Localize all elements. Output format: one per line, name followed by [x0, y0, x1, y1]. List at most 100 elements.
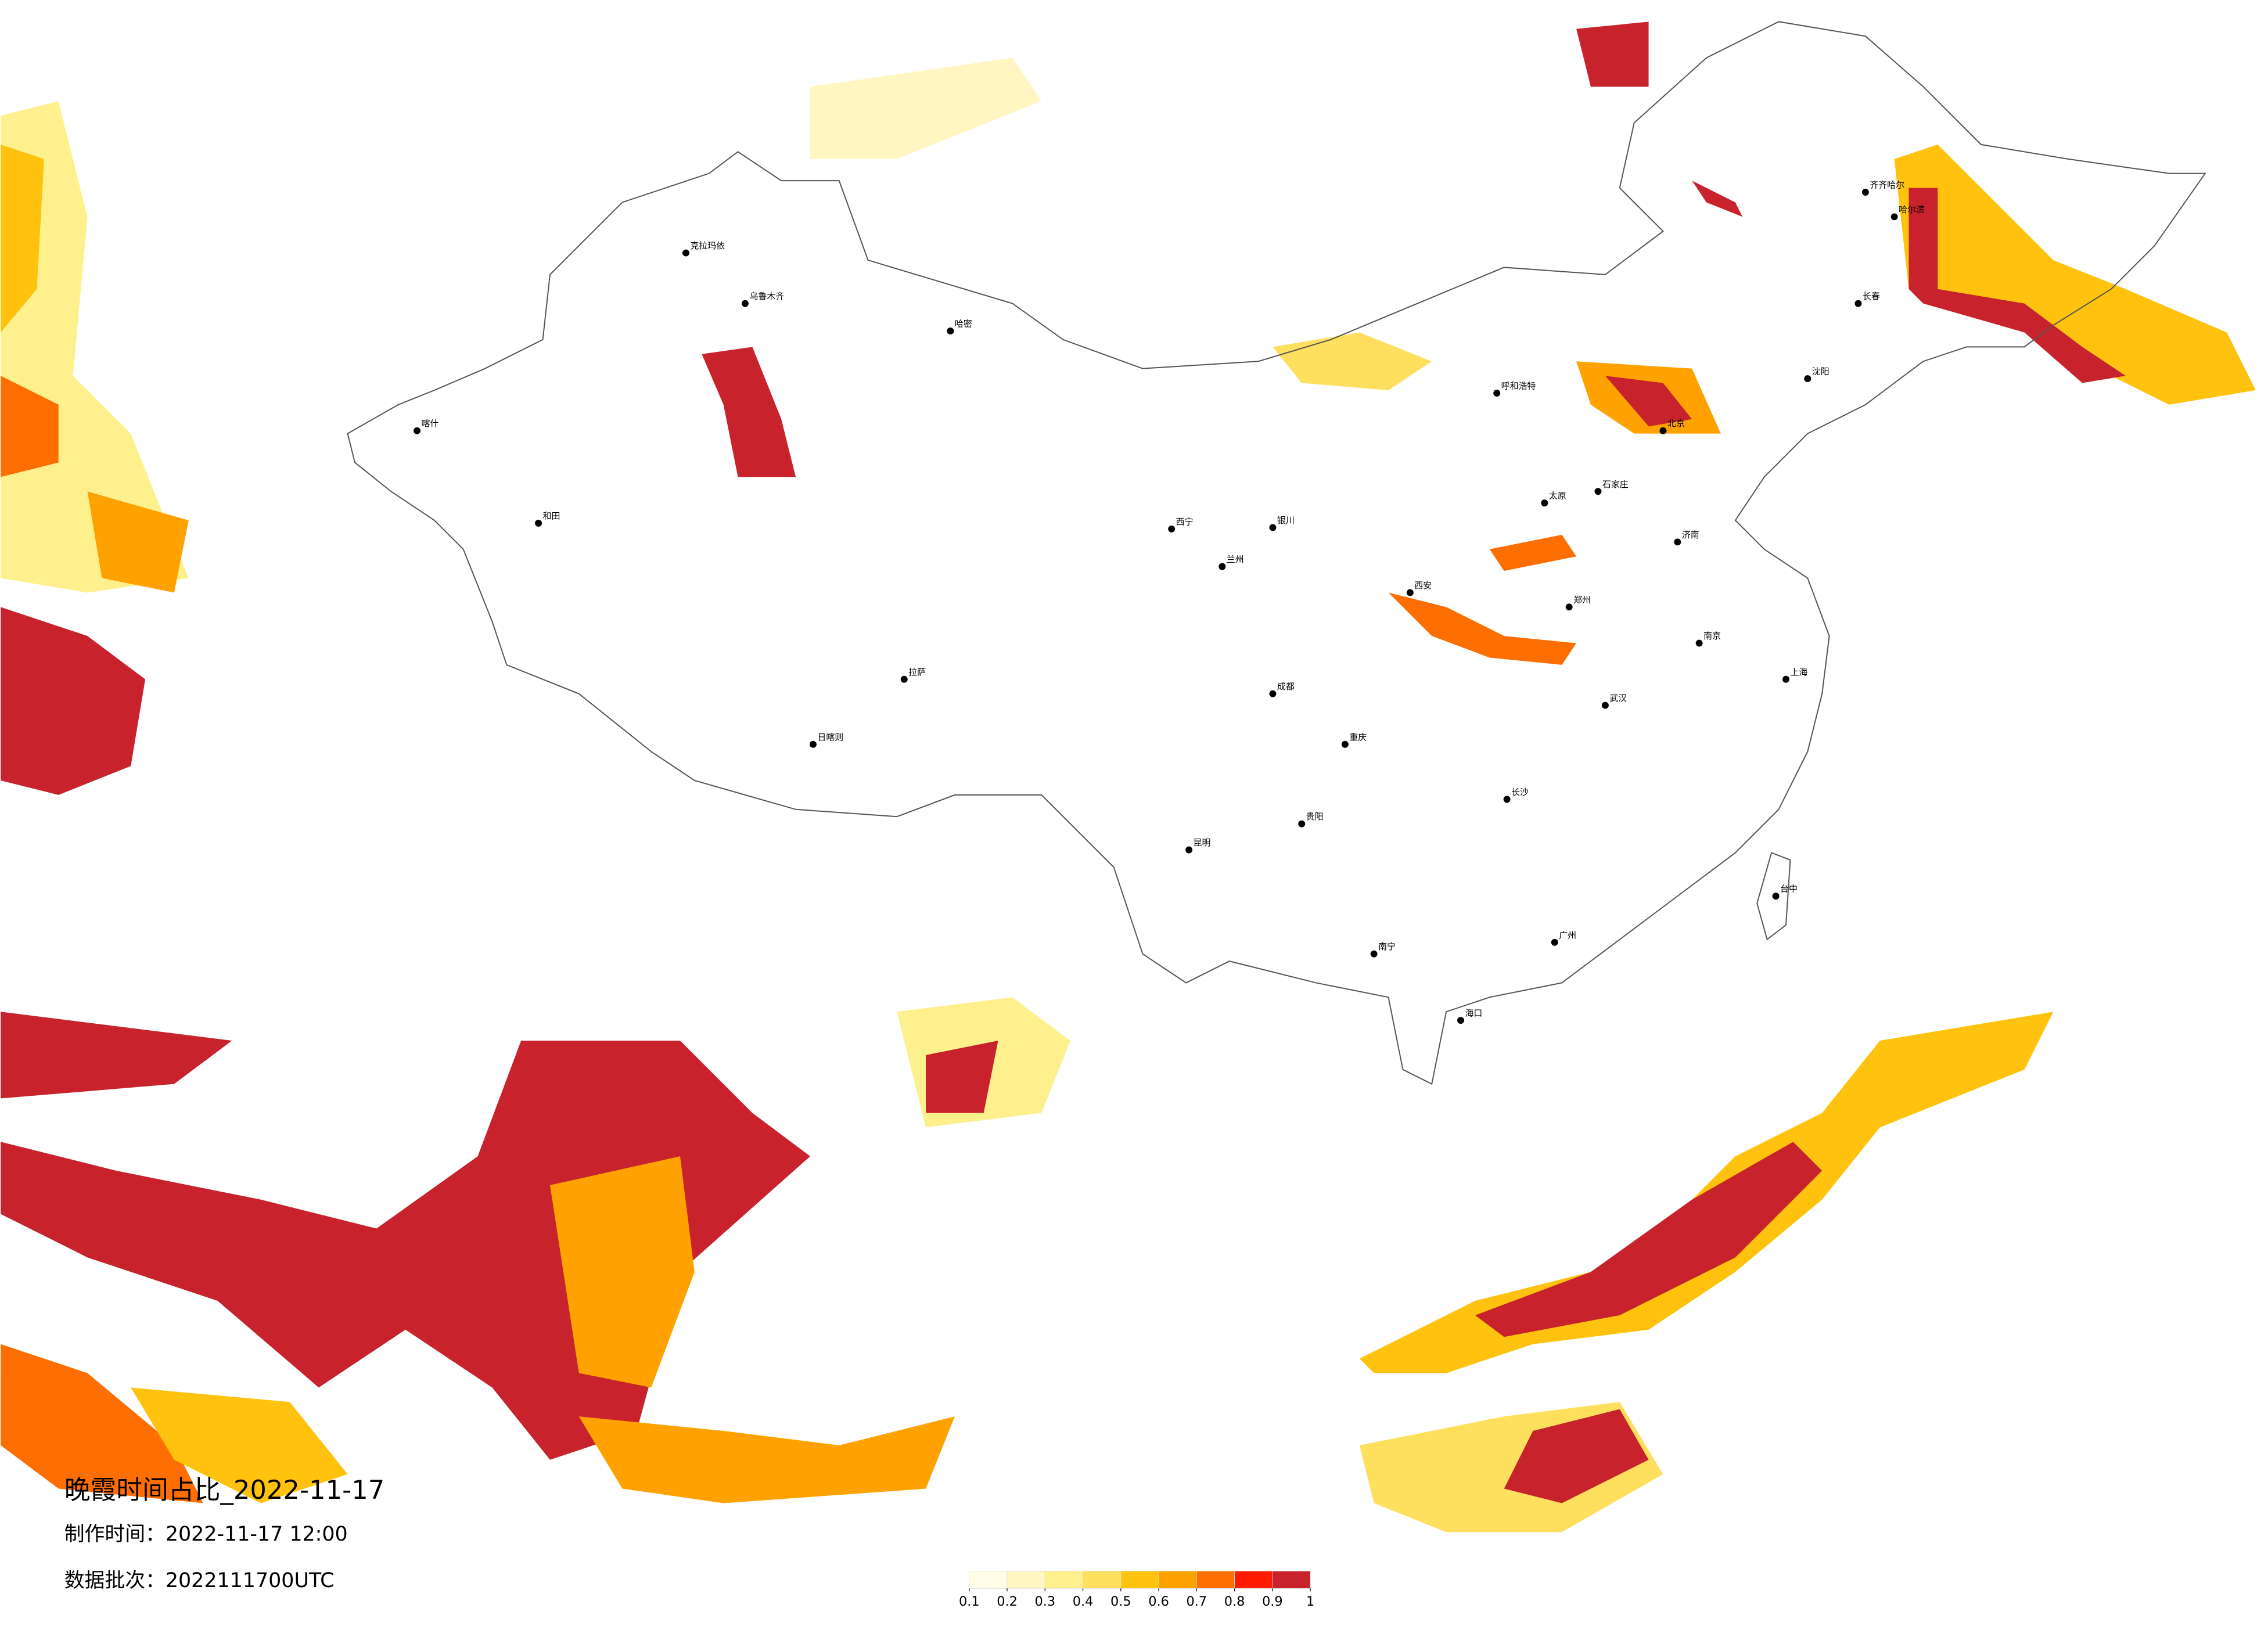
legend-swatch — [1158, 1571, 1197, 1589]
city-label: 齐齐哈尔 — [1870, 180, 1904, 190]
city-dot — [1269, 524, 1277, 531]
city-label: 北京 — [1667, 418, 1685, 429]
city-label: 克拉玛依 — [690, 240, 725, 251]
blob — [578, 1416, 955, 1503]
city-dot — [1541, 499, 1548, 507]
sunset-field — [1, 21, 2256, 1533]
city-label: 和田 — [543, 511, 560, 521]
made-time: 制作时间：2022-11-17 12:00 — [64, 1523, 348, 1546]
city-label: 哈密 — [955, 318, 972, 329]
legend-tick-label: 0.1 — [959, 1594, 980, 1609]
blob — [1273, 332, 1432, 390]
city-dot — [1772, 893, 1780, 900]
blob — [1576, 21, 1649, 87]
city-label: 呼和浩特 — [1501, 381, 1536, 391]
city-label: 喀什 — [421, 418, 438, 429]
city-dot — [1341, 740, 1349, 748]
batch: 数据批次：2022111700UTC — [64, 1569, 335, 1592]
city-label: 石家庄 — [1602, 479, 1629, 490]
legend-tick-label: 1 — [1306, 1594, 1314, 1609]
blob — [1692, 181, 1743, 217]
city-label: 沈阳 — [1812, 366, 1830, 377]
city-dot — [742, 300, 749, 307]
city-dot — [1782, 675, 1789, 683]
city-dot — [1269, 690, 1277, 697]
legend-swatch — [1044, 1571, 1083, 1589]
city-label: 西宁 — [1176, 516, 1194, 527]
city-dot — [1565, 603, 1573, 611]
city-dot — [1659, 427, 1667, 434]
city-dot — [1695, 639, 1703, 647]
blob — [1, 607, 146, 795]
city-label: 哈尔滨 — [1899, 204, 1925, 215]
legend-tick-label: 0.2 — [997, 1594, 1018, 1609]
city-label: 兰州 — [1227, 554, 1244, 564]
blob — [1908, 188, 2126, 383]
blob — [1894, 144, 2256, 405]
city-dot — [1861, 189, 1869, 196]
city-label: 贵阳 — [1306, 811, 1324, 822]
city-dot — [1168, 525, 1176, 533]
city-label: 济南 — [1682, 530, 1699, 540]
blob — [1388, 592, 1577, 665]
city-dot — [1185, 846, 1193, 854]
city-label: 太原 — [1549, 491, 1566, 501]
city-label: 南京 — [1703, 631, 1721, 641]
blob — [702, 347, 796, 477]
city-label: 日喀则 — [817, 732, 843, 742]
blob — [1504, 1409, 1649, 1503]
city-label: 乌鲁木齐 — [749, 291, 784, 301]
city-label: 银川 — [1277, 515, 1295, 526]
blob — [810, 57, 1042, 159]
legend-tick-label: 0.7 — [1187, 1594, 1207, 1609]
blob — [131, 1387, 348, 1503]
city-dot — [1674, 538, 1681, 546]
blob — [87, 491, 189, 593]
city-label: 南宁 — [1378, 941, 1396, 952]
city-label: 台中 — [1780, 884, 1798, 894]
blob — [926, 1041, 998, 1113]
city-dot — [1890, 213, 1898, 221]
city-label: 上海 — [1790, 667, 1807, 677]
country-border — [347, 21, 2206, 1085]
city-dot — [1503, 796, 1511, 803]
city-dot — [1601, 702, 1609, 709]
city-label: 成都 — [1277, 681, 1295, 692]
city-dot — [682, 249, 689, 257]
city-label: 武汉 — [1609, 693, 1627, 703]
city-dot — [414, 427, 420, 434]
blob — [1489, 534, 1577, 571]
blob — [1, 376, 59, 477]
city-dot — [1219, 563, 1226, 570]
blob — [1, 1344, 203, 1503]
legend-swatch — [1007, 1571, 1045, 1589]
city-label: 郑州 — [1573, 595, 1591, 605]
legend: 0.1 0.2 0.3 0.4 0.5 0.6 0.7 0.8 0.9 1 — [959, 1571, 1314, 1609]
blob — [1, 144, 44, 333]
city-dot — [1457, 1017, 1464, 1024]
city-label: 长沙 — [1511, 787, 1529, 797]
legend-tick-label: 0.8 — [1224, 1594, 1245, 1609]
city-label: 重庆 — [1349, 732, 1367, 742]
legend-tick-label: 0.4 — [1073, 1594, 1094, 1609]
city-label: 长春 — [1863, 291, 1880, 301]
city-label: 广州 — [1559, 930, 1576, 940]
blob — [1475, 1142, 1823, 1337]
legend-swatch — [1196, 1571, 1235, 1589]
legend-swatch — [1120, 1571, 1159, 1589]
title: 晚霞时间占比_2022-11-17 — [64, 1474, 385, 1505]
legend-tick-label: 0.3 — [1034, 1594, 1055, 1609]
blob — [1605, 376, 1692, 427]
blob — [549, 1156, 695, 1388]
city-dot — [900, 675, 908, 683]
legend-swatch — [969, 1571, 1008, 1589]
city-dot — [535, 520, 542, 527]
legend-tick-label: 0.5 — [1110, 1594, 1131, 1609]
city-label: 西安 — [1414, 580, 1432, 591]
city-dot — [1493, 390, 1501, 397]
blob — [1, 101, 189, 593]
city-dot — [1370, 950, 1378, 958]
city-label: 海口 — [1465, 1008, 1482, 1019]
legend-swatch — [1234, 1571, 1273, 1589]
